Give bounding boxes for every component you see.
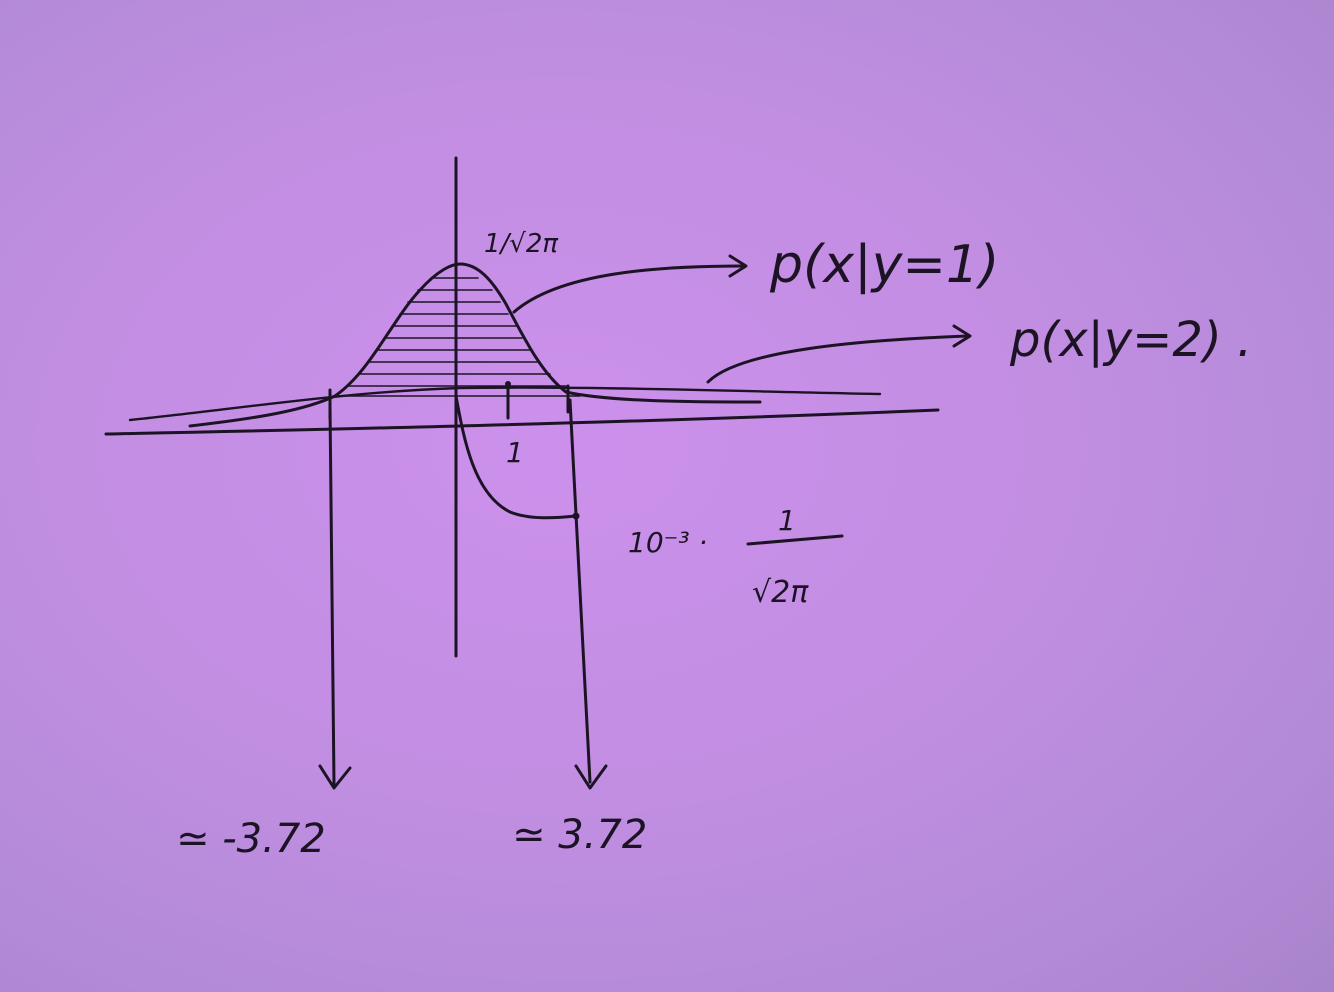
x-axis <box>104 408 940 436</box>
tick-dot-one <box>505 381 511 387</box>
arrow-to-p2 <box>706 334 970 384</box>
right-drop-arrowhead <box>574 764 608 790</box>
label-p-x-given-y1: p(x|y=1) <box>769 235 999 295</box>
threshold-denominator: √2π <box>752 575 809 610</box>
threshold-dot <box>572 512 580 520</box>
shaded-region <box>335 277 581 397</box>
tick-label-one: 1 <box>506 436 524 469</box>
threshold-factor: 10⁻³ · <box>628 526 707 559</box>
right-drop-line <box>568 398 592 784</box>
arrow-to-p1-head <box>728 254 748 278</box>
right-root-label: ≃ 3.72 <box>512 812 647 858</box>
peak-label: 1/√2π <box>484 229 558 259</box>
narrow-gaussian-curve <box>188 262 762 428</box>
arrow-to-p1 <box>512 264 746 314</box>
threshold-pointer <box>454 394 578 520</box>
label-p-x-given-y2: p(x|y=2) . <box>1009 312 1252 368</box>
left-drop-arrowhead <box>318 764 352 790</box>
fraction-bar <box>746 534 844 546</box>
threshold-numerator: 1 <box>778 504 796 537</box>
wide-gaussian-curve <box>128 386 882 422</box>
left-root-label: ≃ -3.72 <box>176 816 326 862</box>
left-drop-line <box>328 404 336 786</box>
arrow-to-p2-head <box>952 324 972 348</box>
